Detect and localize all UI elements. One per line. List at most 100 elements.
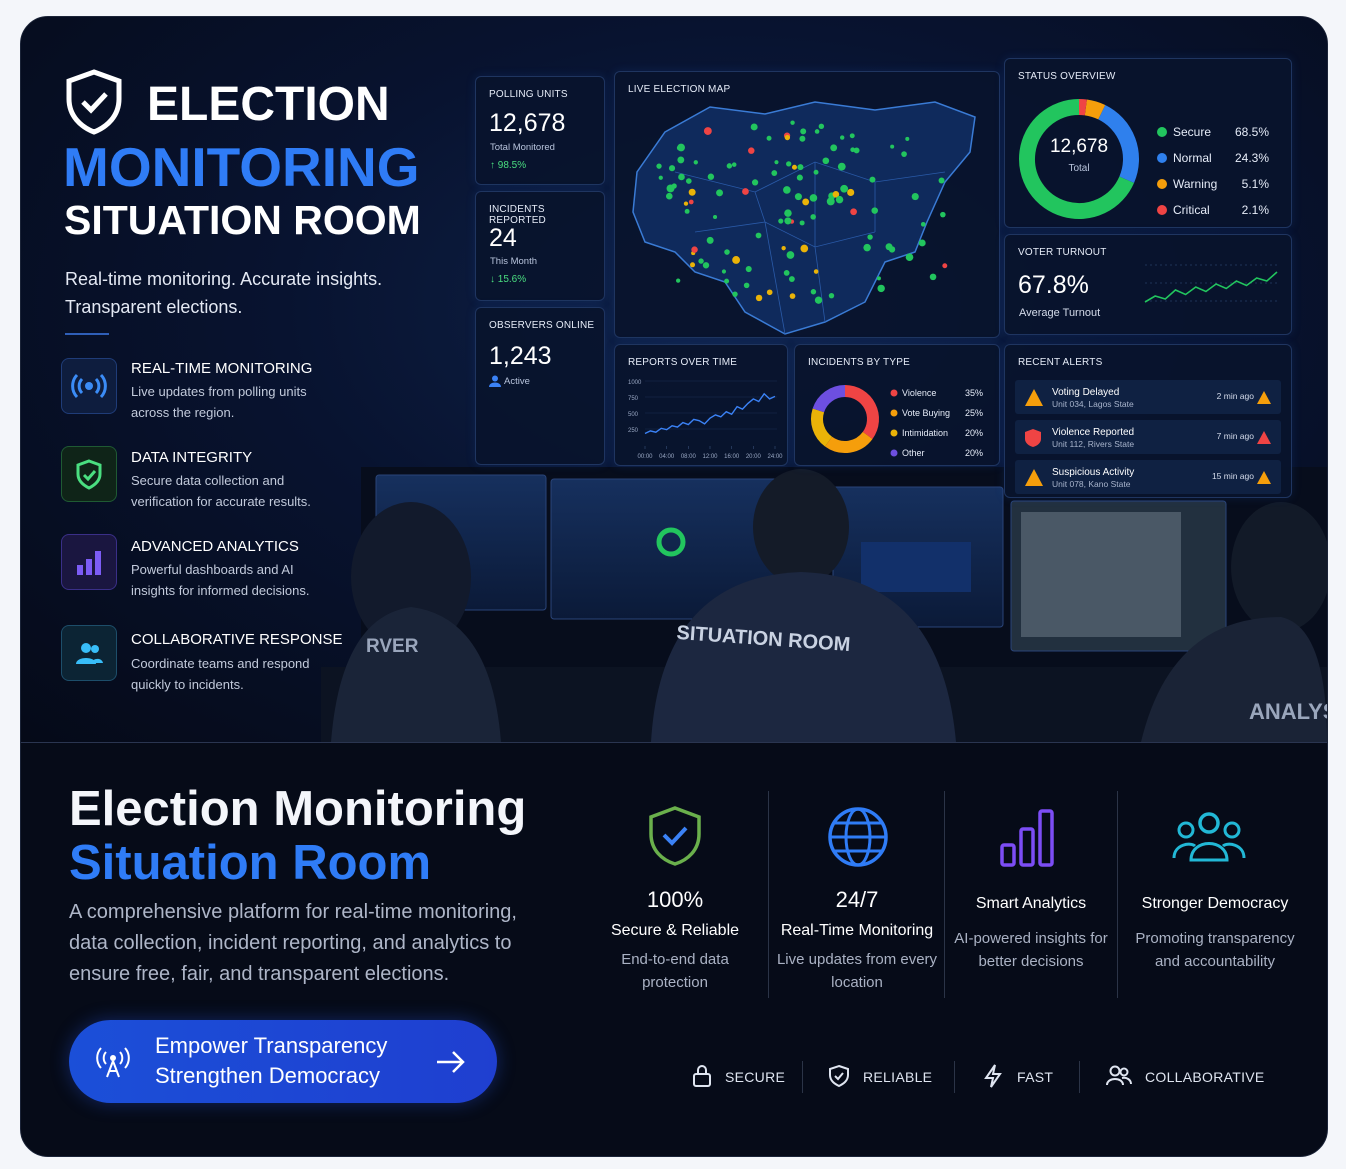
map-dot bbox=[783, 186, 791, 194]
map-dot bbox=[942, 263, 948, 269]
graphic bbox=[649, 806, 701, 866]
graphic bbox=[984, 1064, 1002, 1088]
arrow-icon bbox=[437, 1051, 465, 1073]
incidents-panel: INCIDENTS BY TYPE Violence 35% Vote Buying… bbox=[794, 344, 1000, 466]
legend-value: 5.1% bbox=[1242, 177, 1270, 191]
icon bbox=[77, 551, 101, 575]
graphic bbox=[492, 375, 498, 382]
alert-row bbox=[1015, 420, 1281, 454]
x-tick-label: 08:00 bbox=[681, 454, 697, 460]
graphic bbox=[1109, 1065, 1121, 1077]
map-dot bbox=[809, 194, 818, 202]
map-dot bbox=[748, 147, 755, 154]
map-dot bbox=[871, 207, 878, 214]
feature-icon bbox=[61, 534, 117, 590]
alert-location: Unit 078, Kano State bbox=[1052, 479, 1131, 489]
panel-title: POLLING UNITS bbox=[489, 89, 568, 100]
turnout-panel: VOTER TURNOUT 67.8% Average Turnout bbox=[1004, 234, 1292, 335]
y-tick-label: 750 bbox=[628, 396, 639, 402]
map-dot bbox=[685, 178, 692, 184]
legend-value: 2.1% bbox=[1242, 203, 1270, 217]
divider bbox=[954, 1061, 955, 1093]
legend-dot bbox=[1157, 127, 1167, 137]
map-dot bbox=[938, 177, 945, 184]
feature-description: Live updates from polling units across t… bbox=[131, 384, 307, 420]
donut-segment bbox=[825, 431, 873, 453]
kpi-value: 1,243 bbox=[489, 342, 552, 370]
map-dot bbox=[745, 266, 752, 273]
intro-subtitle: Situation Room bbox=[69, 836, 432, 890]
cta-text: Strengthen Democracy bbox=[155, 1063, 380, 1088]
kpi-value: 12,678 bbox=[489, 109, 566, 137]
kpi-change: ↓ 15.6% bbox=[490, 274, 527, 285]
map-borders bbox=[674, 161, 946, 335]
map-dot bbox=[688, 199, 694, 205]
panel-title: LIVE ELECTION MAP bbox=[628, 84, 731, 95]
graphic bbox=[662, 826, 688, 846]
map-dot bbox=[794, 193, 802, 201]
cta-text: Empower Transparency bbox=[155, 1033, 388, 1058]
turnout-chart bbox=[1144, 264, 1279, 303]
graphic bbox=[693, 1073, 711, 1087]
kpi-change: ↑ 98.5% bbox=[490, 160, 527, 171]
highlight-title: Stronger Democracy bbox=[1141, 895, 1289, 912]
graphic bbox=[1198, 812, 1220, 834]
highlight: 100% Secure & Reliable End-to-end data p… bbox=[590, 887, 760, 994]
alert-title: Violence Reported bbox=[1052, 427, 1134, 438]
broadcast-icon bbox=[96, 1047, 130, 1078]
warning-icon bbox=[1257, 431, 1271, 444]
donut-segment bbox=[1019, 99, 1135, 219]
feature-title: REAL-TIME MONITORING bbox=[131, 360, 313, 377]
graphic bbox=[81, 643, 91, 653]
bolt-icon bbox=[984, 1064, 1002, 1088]
map-dot bbox=[786, 161, 792, 167]
map-dot bbox=[850, 147, 855, 153]
map-dot bbox=[712, 214, 718, 220]
x-tick-label: 24:00 bbox=[767, 454, 783, 460]
legend-value: 68.5% bbox=[1235, 125, 1269, 139]
feature-title: DATA INTEGRITY bbox=[131, 449, 253, 466]
donut-segment bbox=[812, 385, 846, 413]
graphic bbox=[1177, 821, 1195, 839]
map-dot bbox=[726, 163, 733, 169]
screen-donut bbox=[656, 527, 686, 557]
divider bbox=[944, 791, 945, 998]
panel-title: STATUS OVERVIEW bbox=[1018, 71, 1116, 82]
highlight-title: Secure & Reliable bbox=[610, 922, 740, 939]
graphic bbox=[1019, 827, 1035, 867]
map-dot bbox=[668, 165, 676, 172]
map-dot bbox=[849, 133, 855, 139]
map-dot bbox=[853, 147, 860, 154]
shield-icon bbox=[66, 69, 122, 135]
highlight-title: Smart Analytics bbox=[975, 895, 1087, 912]
y-tick-label: 500 bbox=[628, 412, 639, 418]
map-dot bbox=[666, 192, 673, 200]
map-dot bbox=[877, 284, 885, 293]
graphic bbox=[96, 1047, 130, 1078]
map-dot bbox=[905, 253, 914, 262]
feature-icon bbox=[61, 358, 117, 414]
divider bbox=[1079, 1061, 1080, 1093]
divider bbox=[802, 1061, 803, 1093]
screen-chart bbox=[861, 542, 971, 592]
map-dot bbox=[751, 179, 759, 186]
map-dot bbox=[788, 276, 795, 282]
legend-value: 24.3% bbox=[1235, 151, 1269, 165]
map-dot bbox=[830, 144, 838, 152]
map-dot bbox=[867, 234, 873, 240]
map-dot bbox=[774, 160, 779, 165]
map-dot bbox=[826, 197, 835, 206]
panel-title: REPORTS OVER TIME bbox=[628, 357, 738, 368]
incidents-chart: Violence 35% Vote Buying 25% Intimidation 20%… bbox=[811, 385, 983, 458]
map-dot bbox=[799, 220, 805, 226]
legend-dot bbox=[1157, 205, 1167, 215]
report-line bbox=[644, 392, 776, 435]
map-dot bbox=[676, 145, 683, 151]
map-dot bbox=[814, 129, 820, 134]
cta-button[interactable]: Empower Transparency Strengthen Democrac… bbox=[69, 1020, 497, 1103]
kpi-caption: Active bbox=[504, 376, 530, 387]
donut-label: Total bbox=[1068, 163, 1089, 174]
graphic bbox=[697, 1065, 707, 1074]
map-dot bbox=[901, 151, 907, 157]
